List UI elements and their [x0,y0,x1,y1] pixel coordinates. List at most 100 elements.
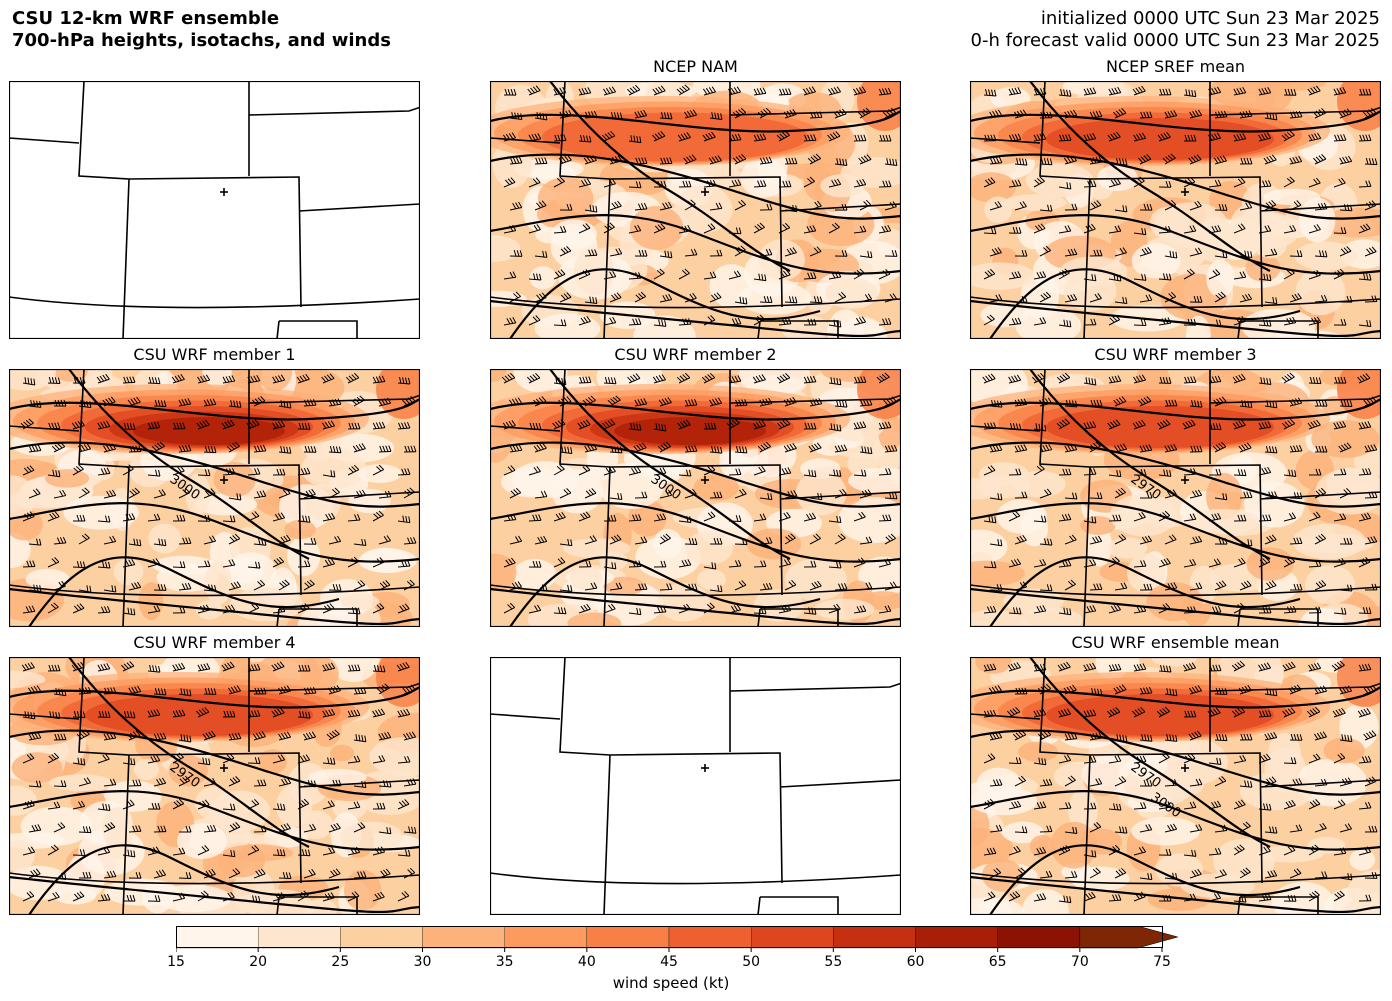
wind-barb [1083,516,1097,524]
wind-barb [22,511,35,522]
wind-barb [328,535,342,545]
border-line-3 [729,394,901,404]
wind-barb [1108,556,1120,568]
wind-barb [303,868,316,879]
wind-barb [253,779,267,787]
wind-barb [1033,605,1047,614]
wind-barb [1364,535,1378,545]
wind-barb [253,444,267,453]
border-line-6 [122,178,130,339]
wind-barb [1308,224,1321,234]
wind-barb [509,291,521,303]
wind-barb [1039,538,1053,546]
wind-barb [1064,248,1078,257]
height-contour-5 [9,875,420,914]
wind-barb [1333,468,1347,476]
jet-core [542,112,808,162]
isotach-blob [348,489,391,514]
wind-barb [988,685,1002,695]
wind-barb [97,420,111,430]
isotach-blob [970,560,1025,587]
map-svg [970,81,1381,339]
wind-barb [1239,293,1253,303]
wind-barb [1264,248,1278,257]
wind-barb [503,88,517,96]
height-contour-5 [970,875,1381,914]
height-contour-3 [989,268,1301,339]
wind-barb [659,111,673,120]
wind-barb [584,296,598,305]
wind-barb [709,491,723,499]
wind-barb [1089,822,1102,833]
plus-marker-icon [220,476,228,484]
wind-barb [178,444,192,453]
wind-barb [203,535,217,545]
wind-barb [853,134,867,142]
wind-barb [1008,891,1021,902]
wind-barb [653,423,667,432]
wind-barb [834,158,848,166]
valid-time: initialized 0000 UTC Sun 23 Mar 2025 0-h… [971,8,1380,52]
wind-barb [78,826,92,834]
wind-barb [1314,871,1328,879]
wind-barb [247,511,260,522]
wind-barb [708,155,722,165]
wind-barb [684,445,698,453]
wind-barb [678,225,692,234]
wind-barb [778,180,792,188]
colorbar-tick-label: 60 [906,954,925,970]
wind-barb [76,729,90,741]
wind-barb [22,465,35,476]
isotach-fill [9,657,420,915]
wind-barb [1164,250,1178,259]
wind-barb [1333,847,1347,856]
wind-barb [652,85,666,96]
wind-barb [328,445,342,454]
height-contour-4 [68,369,310,560]
border-line-4 [609,176,783,308]
border-line-6 [122,466,130,627]
isotach-blob [1231,211,1300,250]
wind-barb [272,374,286,384]
wind-barb [609,292,622,303]
wind-barb [684,199,696,211]
isotach-blob [9,369,56,391]
wind-barb [22,605,36,614]
wind-barb [1358,755,1372,764]
wind-barb [1133,605,1147,614]
isotach-blob [674,185,733,234]
wind-barb [1039,291,1052,303]
wind-barb [853,268,865,280]
isotach-blob [1151,657,1198,667]
wind-barb [1208,225,1222,234]
wind-barb [1008,374,1022,384]
wind-barb [378,827,392,835]
wind-barb [1139,247,1152,257]
wind-barb [147,558,160,568]
border-line-1 [559,657,611,756]
wind-barb [603,603,616,614]
border-line-8 [279,896,358,915]
wind-barb [578,511,591,522]
wind-barb [1283,469,1297,477]
wind-barb [203,584,217,592]
wind-barb [1014,491,1028,499]
plus-marker-icon [1181,476,1189,484]
wind-barb [1058,802,1072,810]
wind-barb [121,661,135,672]
wind-barb [709,249,723,257]
wind-barb [989,400,1003,408]
wind-barb [1264,199,1277,211]
wind-barb [122,710,136,719]
colorbar-swatch [833,926,916,949]
wind-barb [1208,468,1222,476]
wind-barb [802,86,816,96]
wind-barb [752,374,766,384]
wind-barb [1333,420,1347,430]
wind-barb [558,396,572,407]
wind-barb [1233,223,1246,234]
wind-barb [1064,443,1078,453]
wind-barb [1064,826,1078,834]
wind-barb [397,603,410,614]
